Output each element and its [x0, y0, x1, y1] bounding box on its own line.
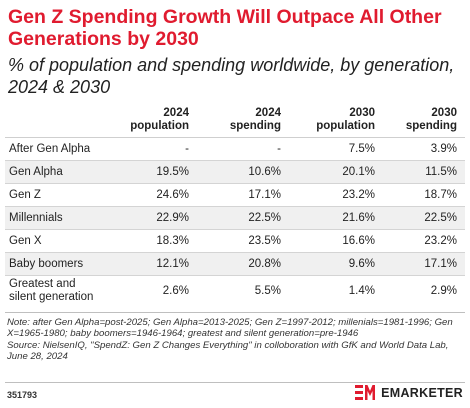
table-cell: 22.9%: [109, 205, 197, 229]
row-label: Gen Z: [5, 182, 109, 206]
column-header: 2024 population: [109, 103, 197, 138]
table-cell: 9.6%: [289, 251, 383, 275]
chart-title: Gen Z Spending Growth Will Outpace All O…: [8, 6, 442, 50]
table-row: Gen X 18.3% 23.5% 16.6% 23.2%: [5, 228, 465, 252]
row-label: Millennials: [5, 205, 109, 229]
table-cell: 2.6%: [109, 274, 197, 307]
emarketer-logo-icon: [355, 385, 376, 400]
note-text: Note: after Gen Alpha=post-2025; Gen Alp…: [7, 317, 453, 340]
table-cell: 7.5%: [289, 136, 383, 160]
table-cell: 20.8%: [197, 251, 289, 275]
column-header: 2030 spending: [383, 103, 465, 138]
table-cell: 23.2%: [383, 228, 465, 252]
brand-name: EMARKETER: [381, 385, 463, 400]
table-cell: 22.5%: [383, 205, 465, 229]
table-cell: 5.5%: [197, 274, 289, 307]
chart-id: 351793: [7, 390, 38, 400]
column-header-generation: [5, 103, 109, 138]
table-row: Gen Alpha 19.5% 10.6% 20.1% 11.5%: [5, 159, 465, 183]
table-body: After Gen Alpha - -7.5% 3.9% Gen Alpha 19.5% 1…: [5, 136, 465, 307]
table-cell: -: [109, 136, 197, 160]
table-cell: 2.9%: [383, 274, 465, 307]
column-header: 2030 population: [289, 103, 383, 138]
chart-subtitle: % of population and spending worldwide, …: [8, 55, 455, 97]
table-cell: 22.5%: [197, 205, 289, 229]
table-cell: 23.2%: [289, 182, 383, 206]
brand-logo: EMARKETER: [355, 385, 463, 400]
footer-rule: [5, 382, 465, 383]
table-cell: 18.3%: [109, 228, 197, 252]
table-cell: 20.1%: [289, 159, 383, 183]
table-cell: 10.6%: [197, 159, 289, 183]
column-header: 2024 spending: [197, 103, 289, 138]
table-cell: 3.9%: [383, 136, 465, 160]
table-cell: 23.5%: [197, 228, 289, 252]
row-label: After Gen Alpha: [5, 136, 109, 160]
table-cell: 17.1%: [197, 182, 289, 206]
table-bottom-rule: [5, 312, 465, 313]
table-row: Greatest and silent generation 2.6% 5.5% 1.…: [5, 274, 465, 307]
table-cell: 16.6%: [289, 228, 383, 252]
table-cell: 24.6%: [109, 182, 197, 206]
source-text: Source: NielsenIQ, "SpendZ: Gen Z Change…: [7, 339, 449, 362]
row-label: Gen Alpha: [5, 159, 109, 183]
table-row: Baby boomers 12.1% 20.8% 9.6% 17.1%: [5, 251, 465, 275]
table-cell: 18.7%: [383, 182, 465, 206]
footnote: Note: after Gen Alpha=post-2025; Gen Alp…: [7, 317, 463, 362]
table-cell: 19.5%: [109, 159, 197, 183]
table-row: Millennials 22.9% 22.5% 21.6% 22.5%: [5, 205, 465, 229]
table-cell: -: [197, 136, 289, 160]
table-cell: 1.4%: [289, 274, 383, 307]
table-header-row: 2024 population 2024 spending 2030 population…: [5, 103, 465, 138]
row-label: Greatest and silent generation: [5, 274, 109, 307]
table-row: Gen Z 24.6% 17.1% 23.2% 18.7%: [5, 182, 465, 206]
data-table: 2024 population 2024 spending 2030 population…: [5, 103, 465, 307]
row-label: Gen X: [5, 228, 109, 252]
table-cell: 21.6%: [289, 205, 383, 229]
table-row: After Gen Alpha - -7.5% 3.9%: [5, 136, 465, 160]
table-cell: 11.5%: [383, 159, 465, 183]
row-label: Baby boomers: [5, 251, 109, 275]
table-cell: 12.1%: [109, 251, 197, 275]
table-cell: 17.1%: [383, 251, 465, 275]
